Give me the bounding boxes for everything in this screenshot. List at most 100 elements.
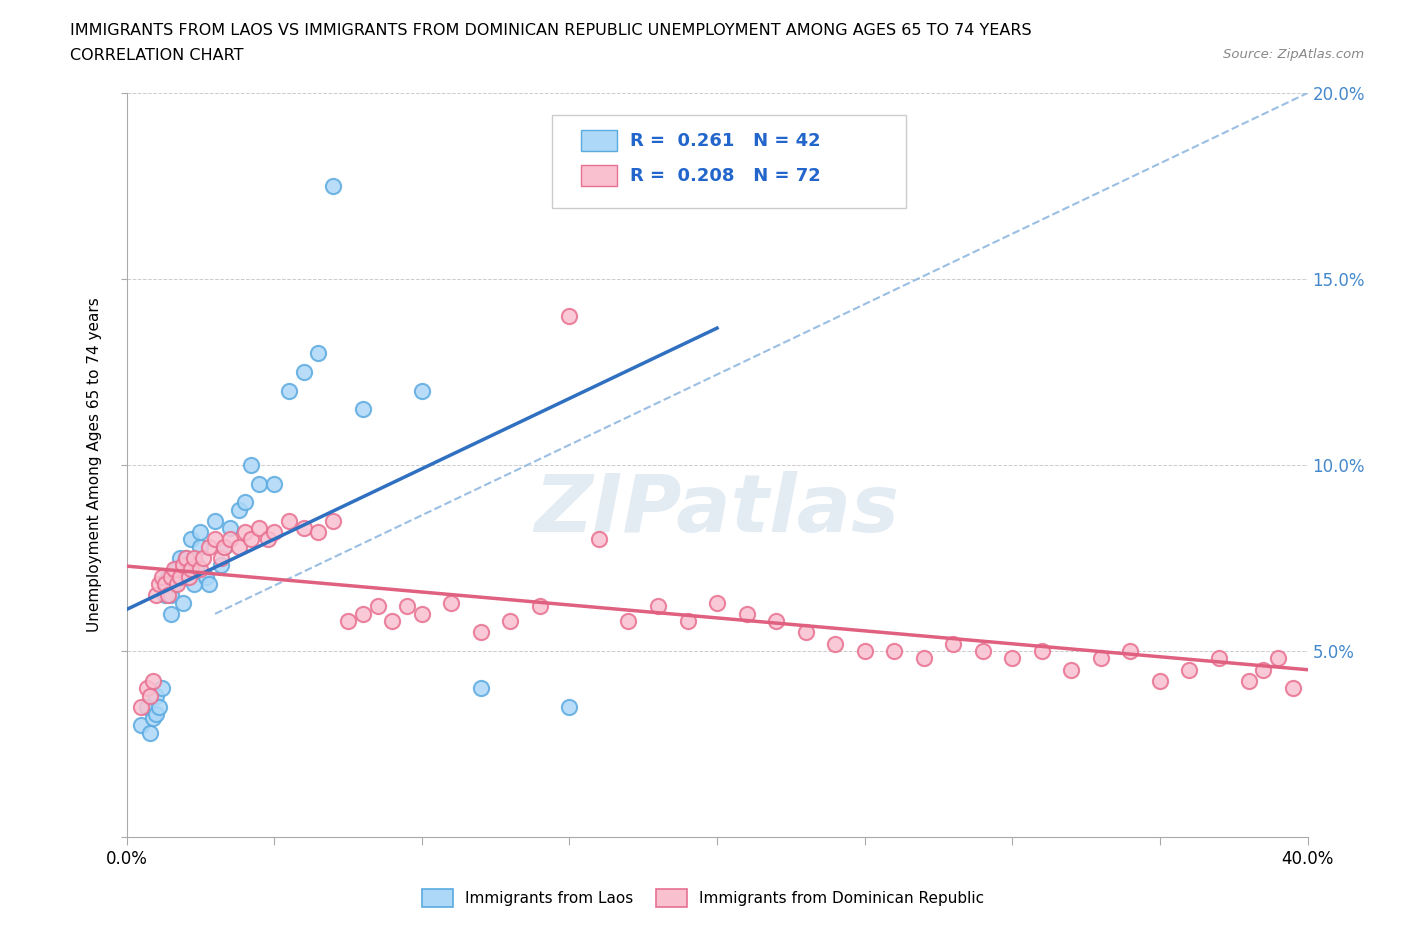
Point <box>1060 662 1083 677</box>
Point <box>160 588 183 603</box>
Point <box>292 521 315 536</box>
Point <box>142 711 165 725</box>
Point <box>1001 651 1024 666</box>
Point <box>136 699 159 714</box>
Point <box>198 577 221 591</box>
Point <box>558 309 581 324</box>
Point <box>972 644 994 658</box>
Point <box>1178 662 1201 677</box>
Point <box>853 644 876 658</box>
Point <box>824 636 846 651</box>
Point <box>249 521 271 536</box>
Point <box>145 688 167 703</box>
Point <box>142 673 165 688</box>
FancyBboxPatch shape <box>581 130 617 151</box>
Point <box>440 595 463 610</box>
Point <box>1090 651 1112 666</box>
Point <box>337 614 360 629</box>
Point <box>129 699 153 714</box>
Point <box>411 606 433 621</box>
Text: CORRELATION CHART: CORRELATION CHART <box>70 48 243 63</box>
Point <box>647 599 669 614</box>
Point <box>706 595 728 610</box>
Point <box>198 539 221 554</box>
Point <box>233 495 256 510</box>
Point <box>183 577 205 591</box>
Point <box>219 521 242 536</box>
Point <box>1031 644 1053 658</box>
Point <box>1282 681 1305 696</box>
Point <box>156 569 179 584</box>
Legend: Immigrants from Laos, Immigrants from Dominican Republic: Immigrants from Laos, Immigrants from Do… <box>416 884 990 913</box>
Point <box>180 562 202 577</box>
Point <box>204 532 226 547</box>
Point <box>1149 673 1171 688</box>
Point <box>160 606 183 621</box>
Point <box>1253 662 1275 677</box>
Y-axis label: Unemployment Among Ages 65 to 74 years: Unemployment Among Ages 65 to 74 years <box>87 298 103 632</box>
Point <box>186 558 208 573</box>
Point <box>352 606 374 621</box>
Point <box>153 577 176 591</box>
FancyBboxPatch shape <box>581 166 617 186</box>
Point <box>239 458 262 472</box>
Point <box>195 569 218 584</box>
Point <box>676 614 699 629</box>
Point <box>352 402 374 417</box>
Point <box>228 502 250 517</box>
Point <box>166 577 188 591</box>
Point <box>212 539 235 554</box>
Text: ZIPatlas: ZIPatlas <box>534 471 900 549</box>
Point <box>129 718 153 733</box>
Point <box>794 625 817 640</box>
Text: R =  0.208   N = 72: R = 0.208 N = 72 <box>630 166 821 184</box>
Point <box>735 606 758 621</box>
Point <box>381 614 404 629</box>
Point <box>183 551 205 565</box>
Point <box>239 532 262 547</box>
Point <box>180 532 202 547</box>
Point <box>411 383 433 398</box>
Point <box>588 532 610 547</box>
Point <box>249 476 271 491</box>
Point <box>883 644 905 658</box>
Point <box>150 681 173 696</box>
Point <box>257 532 280 547</box>
Point <box>193 551 215 565</box>
Point <box>204 513 226 528</box>
Point <box>308 346 330 361</box>
Point <box>148 699 170 714</box>
Point <box>367 599 389 614</box>
Point <box>617 614 640 629</box>
Point <box>470 681 492 696</box>
Point <box>292 365 315 379</box>
Point <box>470 625 492 640</box>
Text: Source: ZipAtlas.com: Source: ZipAtlas.com <box>1223 48 1364 61</box>
Point <box>1208 651 1230 666</box>
Point <box>233 525 256 539</box>
Point <box>263 525 285 539</box>
Point <box>912 651 935 666</box>
Point <box>1237 673 1260 688</box>
Point <box>139 688 162 703</box>
Point <box>174 551 197 565</box>
Point <box>148 577 170 591</box>
Point <box>172 558 194 573</box>
Point <box>156 588 179 603</box>
Point <box>145 707 167 722</box>
Point <box>145 588 167 603</box>
Point <box>174 569 197 584</box>
Point <box>212 539 235 554</box>
Point <box>765 614 787 629</box>
Point <box>322 179 344 193</box>
Point <box>150 569 173 584</box>
Point <box>322 513 344 528</box>
Point <box>177 569 200 584</box>
Point <box>209 551 232 565</box>
Point <box>278 383 301 398</box>
Point <box>263 476 285 491</box>
Point <box>166 562 188 577</box>
Point <box>174 551 197 565</box>
FancyBboxPatch shape <box>551 115 905 208</box>
Point <box>209 558 232 573</box>
